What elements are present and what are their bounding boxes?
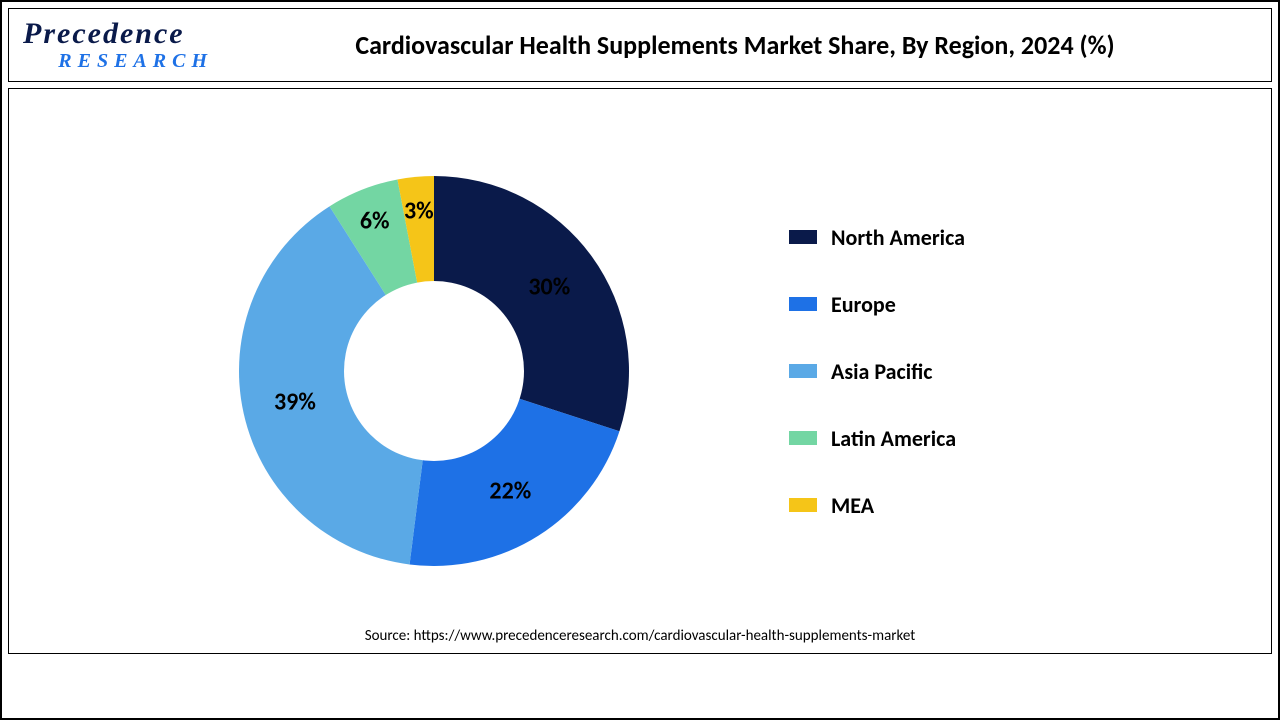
legend-item-europe: Europe [789,291,965,318]
logo-line2: RESEARCH [23,51,213,71]
donut-svg [239,176,629,566]
header-bar: Precedence RESEARCH Cardiovascular Healt… [8,8,1272,82]
legend-item-latin-america: Latin America [789,425,965,452]
donut-chart: 30% 22% 39% 6% 3% [239,176,629,566]
legend-item-mea: MEA [789,492,965,519]
plot-frame: 30% 22% 39% 6% 3% North America Europe Asia Pa… [8,88,1272,654]
brand-logo: Precedence RESEARCH [23,19,213,71]
legend-item-asia-pacific: Asia Pacific [789,358,965,385]
pct-label-north-america: 30% [528,273,570,302]
legend-label: MEA [831,492,874,519]
legend-swatch [789,297,817,311]
legend-swatch [789,498,817,512]
logo-line1: Precedence [23,19,213,49]
pct-label-asia-pacific: 39% [274,388,316,417]
title-wrap: Cardiovascular Health Supplements Market… [213,29,1257,61]
donut-hole [344,281,524,461]
legend: North America Europe Asia Pacific Latin Ame… [789,224,965,519]
legend-label: Asia Pacific [831,358,933,385]
pct-label-mea: 3% [404,196,434,225]
source-line: Source: https://www.precedenceresearch.c… [9,627,1271,645]
legend-swatch [789,364,817,378]
legend-swatch [789,230,817,244]
legend-item-north-america: North America [789,224,965,251]
pct-label-europe: 22% [489,477,531,506]
chart-container: Precedence RESEARCH Cardiovascular Healt… [0,0,1280,720]
pct-label-latin-america: 6% [360,207,390,236]
legend-swatch [789,431,817,445]
legend-label: North America [831,224,965,251]
chart-title: Cardiovascular Health Supplements Market… [213,29,1257,61]
legend-label: Europe [831,291,896,318]
legend-label: Latin America [831,425,956,452]
